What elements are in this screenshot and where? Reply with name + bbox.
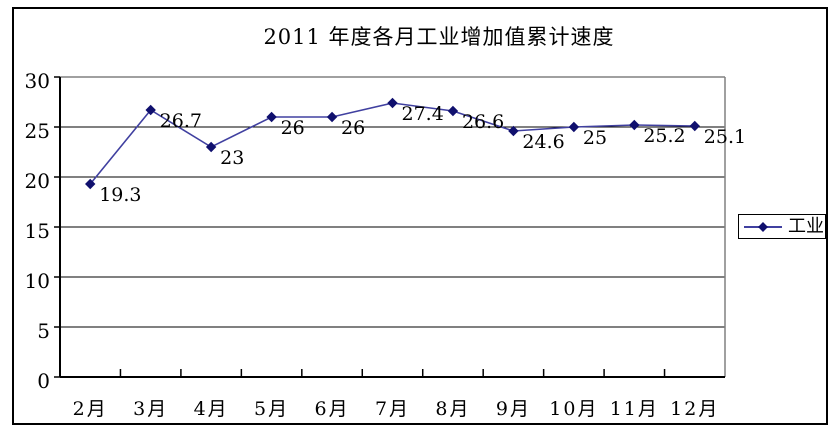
- data-label-1: 19.3: [99, 184, 141, 206]
- data-label-5: 26: [341, 117, 365, 139]
- x-category-label-1: 2月: [73, 398, 108, 420]
- data-label-2: 26.7: [160, 110, 202, 132]
- x-category-label-4: 5月: [254, 398, 289, 420]
- data-point-marker-7: [447, 105, 459, 117]
- y-tick-label-25: 25: [25, 119, 50, 143]
- x-category-label-3: 4月: [194, 398, 229, 420]
- data-label-4: 26: [281, 117, 305, 139]
- x-category-label-11: 12月: [670, 398, 719, 420]
- data-point-marker-8: [508, 125, 519, 137]
- legend-diamond-marker-icon: [758, 221, 768, 232]
- data-point-marker-3: [205, 141, 217, 153]
- x-category-label-10: 11月: [610, 398, 659, 420]
- y-tick-label-20: 20: [25, 169, 50, 193]
- data-point-marker-9: [568, 121, 580, 133]
- x-category-label-6: 7月: [375, 398, 410, 420]
- y-tick-label-15: 15: [25, 219, 50, 243]
- data-point-marker-5: [326, 111, 338, 123]
- x-category-label-9: 10月: [549, 398, 598, 420]
- data-label-9: 25: [583, 127, 607, 149]
- data-label-8: 24.6: [522, 131, 564, 153]
- chart-title: 2011 年度各月工业增加值累计速度: [263, 25, 615, 49]
- legend-line-sample-icon: [744, 221, 782, 232]
- x-category-label-2: 3月: [133, 398, 168, 420]
- data-label-6: 27.4: [402, 103, 444, 125]
- data-label-10: 25.2: [643, 125, 685, 147]
- y-tick-label-30: 30: [25, 69, 50, 93]
- y-tick-label-10: 10: [25, 269, 50, 293]
- data-point-marker-6: [387, 97, 398, 109]
- data-label-11: 25.1: [704, 126, 746, 148]
- x-category-label-7: 8月: [435, 398, 470, 420]
- data-label-7: 26.6: [462, 111, 504, 133]
- data-point-marker-11: [689, 120, 700, 132]
- y-tick-label-5: 5: [37, 319, 50, 343]
- data-point-marker-4: [266, 111, 277, 123]
- y-tick-label-0: 0: [37, 369, 50, 393]
- x-category-label-8: 9月: [496, 398, 531, 420]
- data-label-3: 23: [220, 147, 244, 169]
- x-category-label-5: 6月: [314, 398, 349, 420]
- data-point-marker-10: [629, 119, 640, 131]
- data-point-marker-1: [85, 178, 96, 190]
- legend: 工业: [738, 214, 826, 239]
- legend-series-label: 工业: [788, 215, 824, 237]
- data-point-marker-2: [145, 104, 156, 116]
